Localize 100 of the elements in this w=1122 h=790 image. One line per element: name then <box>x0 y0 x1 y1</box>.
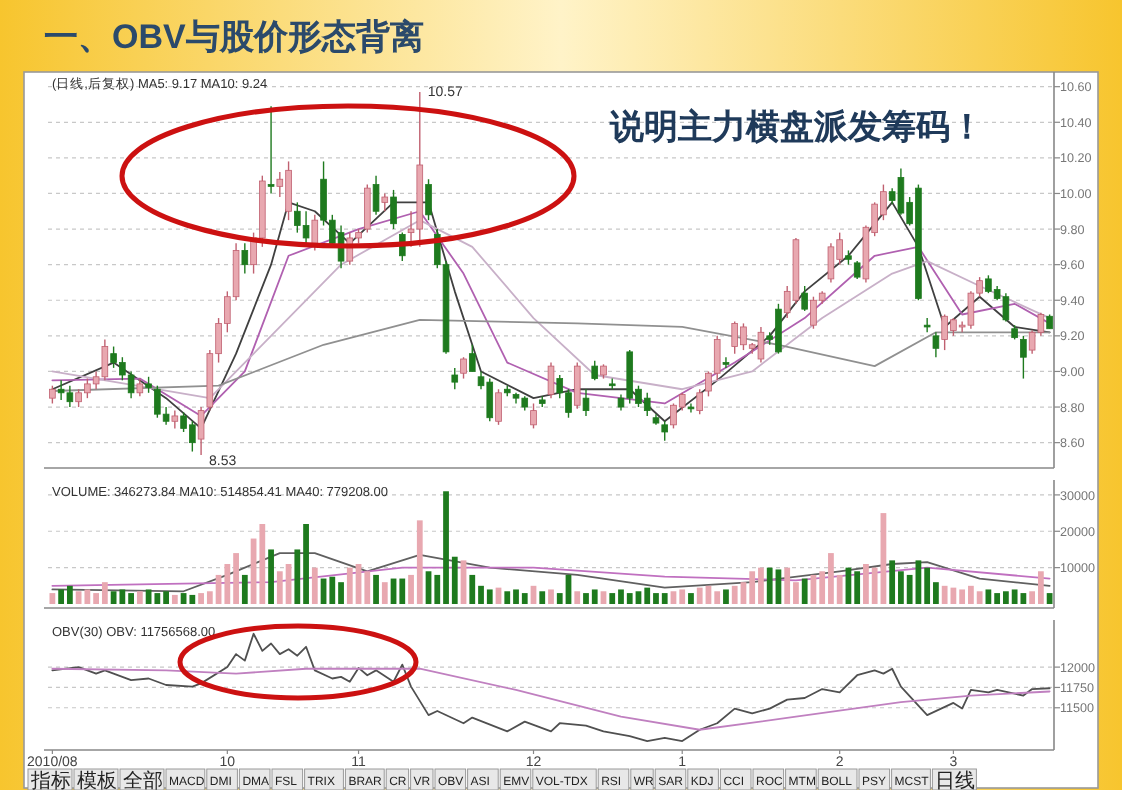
annotation: 说明主力横盘派发筹码！ <box>608 108 984 148</box>
candlestick <box>591 360 599 382</box>
candlestick <box>696 388 703 415</box>
candlestick <box>241 242 249 275</box>
bar <box>241 574 248 604</box>
bar <box>119 589 126 604</box>
candlestick <box>757 326 765 364</box>
bar <box>364 571 371 604</box>
candlestick <box>661 420 669 442</box>
candlestick <box>57 379 65 401</box>
candlestick <box>127 370 135 399</box>
bar <box>679 589 686 604</box>
line-series <box>51 667 1051 731</box>
candlestick <box>468 344 476 373</box>
bar <box>696 587 703 604</box>
bar <box>84 589 91 604</box>
candlestick <box>302 210 310 248</box>
bar <box>399 578 406 604</box>
candlestick <box>643 392 651 417</box>
bar <box>416 520 423 604</box>
bar <box>101 582 108 604</box>
bar <box>189 594 196 604</box>
bar <box>276 571 283 604</box>
candlestick <box>1020 335 1027 380</box>
candlestick <box>372 174 380 216</box>
candlestick <box>267 105 275 195</box>
bar <box>171 594 178 604</box>
bar <box>626 593 633 604</box>
bar <box>976 591 983 604</box>
bar <box>731 585 738 604</box>
bar <box>66 585 73 604</box>
bar <box>591 589 598 604</box>
bar <box>959 589 966 604</box>
line-series <box>51 552 1051 593</box>
text: 全部 <box>123 769 163 790</box>
candlestick <box>530 402 537 430</box>
candlestick <box>390 189 397 230</box>
candlestick <box>364 183 371 234</box>
candlestick <box>932 331 940 358</box>
bar <box>521 593 528 604</box>
bar <box>469 574 476 604</box>
bar <box>548 589 554 604</box>
bar <box>1020 593 1027 604</box>
candlestick <box>547 361 555 399</box>
bar <box>373 574 379 604</box>
bar <box>311 567 318 604</box>
bar <box>539 591 546 604</box>
candlestick <box>897 167 905 216</box>
bar <box>994 593 1001 604</box>
candlestick <box>451 367 459 390</box>
bar <box>609 593 616 604</box>
candlestick <box>687 402 695 414</box>
bar <box>504 591 511 604</box>
candlestick <box>722 356 730 369</box>
bar <box>661 593 668 604</box>
bar <box>346 567 353 604</box>
bar <box>381 582 388 604</box>
bar <box>688 593 694 604</box>
candlestick <box>495 388 502 426</box>
bar <box>801 578 808 604</box>
bar <box>941 585 948 604</box>
bar <box>1037 571 1044 604</box>
bar <box>268 549 274 604</box>
candlestick <box>923 317 931 333</box>
bar <box>58 589 65 604</box>
text: 模板 <box>77 769 117 790</box>
bar <box>924 567 931 604</box>
bar <box>784 567 791 604</box>
candlestick <box>66 384 74 408</box>
candlestick <box>573 361 581 410</box>
bar <box>723 589 729 604</box>
chart-title: 一、OBV与股价形态背离 <box>44 18 424 56</box>
text: 日线 <box>935 769 976 790</box>
bar <box>75 591 82 604</box>
bar <box>486 589 493 604</box>
bar <box>259 524 266 604</box>
bar <box>136 591 143 604</box>
candlestick <box>460 356 467 380</box>
candlestick <box>101 338 109 382</box>
candlestick <box>197 406 205 456</box>
candlestick <box>582 388 590 417</box>
bar <box>49 593 56 604</box>
bar <box>154 593 161 604</box>
bar <box>329 576 336 604</box>
bar <box>1011 589 1018 604</box>
text: 指标 <box>29 769 71 790</box>
bar <box>889 560 896 604</box>
bar <box>1046 593 1053 604</box>
candlestick <box>311 214 319 252</box>
bar <box>644 587 651 604</box>
bar <box>766 567 773 604</box>
bar <box>749 571 756 604</box>
line-series <box>51 566 1051 587</box>
bar <box>714 591 721 604</box>
candlestick <box>801 285 808 312</box>
candlestick <box>1002 292 1010 323</box>
candlestick <box>827 242 835 284</box>
candlestick <box>425 178 432 221</box>
bar <box>574 591 581 604</box>
bar <box>854 571 861 604</box>
